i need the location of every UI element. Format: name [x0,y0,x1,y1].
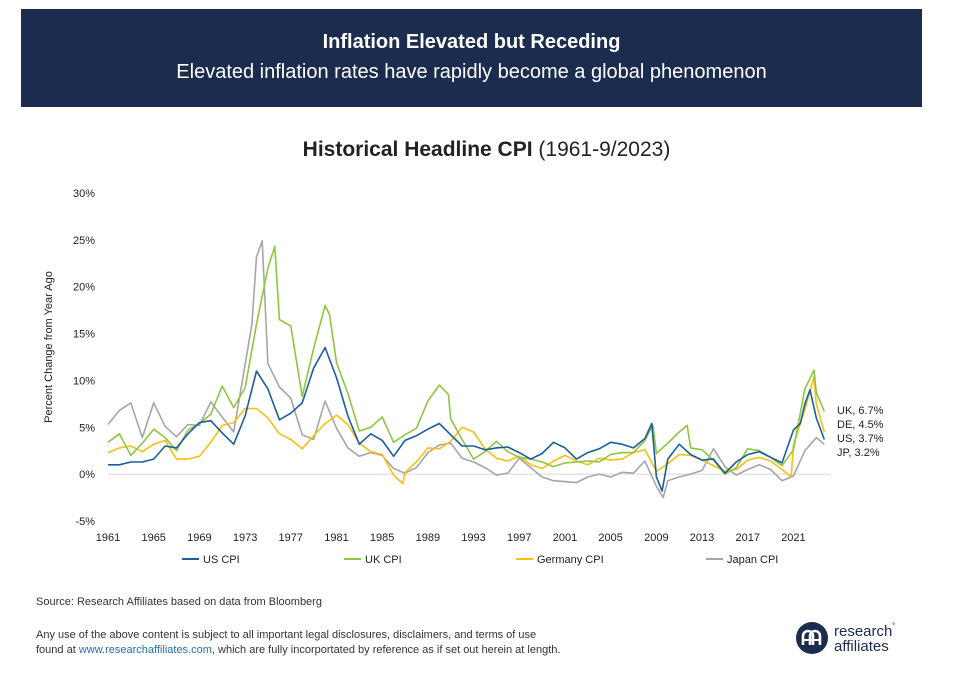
disclaimer-prefix: found at [36,644,79,656]
x-tick-label: 1965 [141,532,165,544]
series-line-us [108,346,826,492]
y-tick-label: 30% [73,188,95,200]
x-tick-label: 2005 [598,532,622,544]
x-tick-label: 1997 [507,532,531,544]
chart-title-range: (1961-9/2023) [532,138,671,161]
x-tick-label: 2021 [781,532,805,544]
end-label-jp: JP, 3.2% [837,447,880,459]
x-tick-label: 1973 [233,532,257,544]
y-tick-label: 0% [79,469,95,481]
y-tick-label: 25% [73,235,95,247]
end-label-us: US, 3.7% [837,433,884,445]
x-tick-label: 2013 [690,532,714,544]
x-tick-label: 1961 [96,532,120,544]
header-banner: Inflation Elevated but Receding Elevated… [21,9,922,107]
logo-mark-icon [796,622,828,654]
y-tick-label: 15% [73,329,95,341]
end-label-de: DE, 4.5% [837,419,884,431]
chart-title: Historical Headline CPI (1961-9/2023) [0,138,973,162]
legend-label-jp: Japan CPI [727,554,778,566]
series-line-uk [107,245,826,475]
disclaimer-line-2: found at www.researchaffiliates.com, whi… [36,643,560,658]
cpi-line-chart: -5% 0% 5% 10% 15% 20% 25% 30% 1961 1965 1969 1973 19… [43,188,884,566]
research-affiliates-logo: research˚ affiliates [796,620,926,654]
y-tick-label: 10% [73,375,95,387]
x-tick-label: 1969 [187,532,211,544]
y-tick-label: 5% [79,422,95,434]
series-line-de [107,375,826,485]
website-link[interactable]: www.researchaffiliates.com [78,644,212,656]
disclaimer: Any use of the above content is subject … [36,628,560,658]
x-tick-label: 2017 [736,532,760,544]
legend-label-uk: UK CPI [365,554,402,566]
logo-text: research˚ affiliates [834,620,895,654]
chart-title-bold: Historical Headline CPI [302,138,533,161]
x-tick-label: 2001 [553,532,577,544]
disclaimer-line-1: Any use of the above content is subject … [36,629,537,641]
header-title: Inflation Elevated but Receding [322,31,621,53]
x-tick-label: 1989 [416,532,440,544]
y-axis-label: Percent Change from Year Ago [43,271,55,423]
legend-label-us: US CPI [203,554,240,566]
logo-line-1: research [834,623,893,640]
logo-line-2: affiliates [834,638,889,655]
x-tick-label: 2009 [644,532,668,544]
disclaimer-suffix: , which are fully incorportated by refer… [211,644,561,656]
end-label-uk: UK, 6.7% [837,405,884,417]
logo-trademark: ˚ [892,622,896,632]
x-tick-label: 1981 [324,532,348,544]
x-tick-label: 1993 [461,532,485,544]
series-line-jp [107,240,825,499]
y-tick-label: 20% [73,282,95,294]
x-tick-label: 1985 [370,532,394,544]
legend-label-de: Germany CPI [537,554,604,566]
source-note: Source: Research Affiliates based on dat… [36,596,322,608]
y-tick-label: -5% [75,516,95,528]
header-subtitle: Elevated inflation rates have rapidly be… [176,61,767,83]
x-tick-label: 1977 [279,532,303,544]
